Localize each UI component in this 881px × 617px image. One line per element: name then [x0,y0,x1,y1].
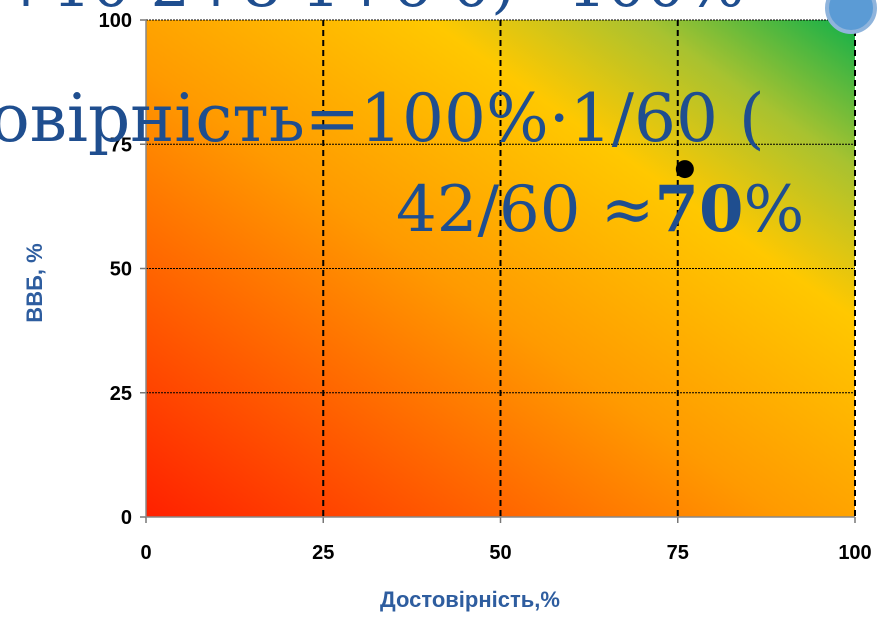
data-points [675,160,694,179]
x-tick-label: 100 [838,542,871,564]
y-tick-label: 100 [99,10,132,32]
x-tick-labels: 0 25 50 75 100 [140,542,871,564]
x-tick-label: 75 [667,542,689,564]
x-tick-label: 25 [312,542,334,564]
y-tick-label: 0 [121,507,132,529]
axes [140,19,856,523]
x-axis-title: Достовірність,% [380,587,560,612]
data-point [675,160,694,179]
x-tick-label: 0 [140,542,151,564]
y-tick-label: 75 [110,134,132,156]
y-tick-labels: 0 25 50 75 100 [99,10,132,529]
y-tick-label: 50 [110,259,132,281]
vertical-gridlines [322,20,856,517]
y-axis-title: ВВБ, % [22,243,47,322]
x-tick-label: 50 [489,542,511,564]
y-tick-label: 25 [110,383,132,405]
